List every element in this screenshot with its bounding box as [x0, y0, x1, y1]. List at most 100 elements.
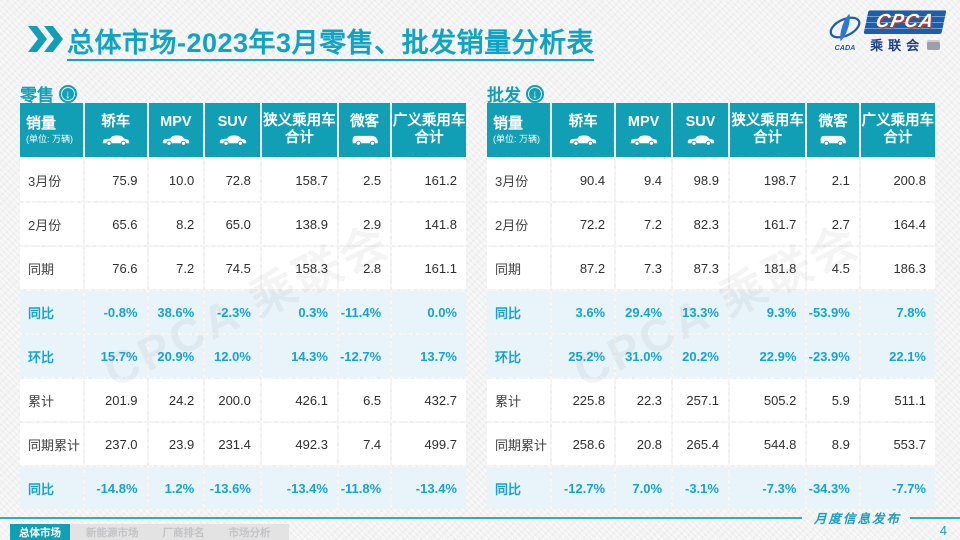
table-row: 同比 -12.7% 7.0% -3.1% -7.3% -34.3% -7.7%: [487, 467, 935, 509]
row-label: 同比: [20, 291, 83, 333]
value-cell: -12.7%: [552, 467, 615, 509]
row-label: 环比: [20, 335, 83, 377]
value-cell: 14.3%: [261, 335, 337, 377]
footer-divider-line: [910, 517, 960, 519]
retail-label: 零售: [20, 86, 54, 105]
value-cell: -23.9%: [807, 335, 859, 377]
table-row: 同期 87.2 7.3 87.3 181.8 4.5 186.3: [487, 247, 935, 289]
table-row: 3月份 75.9 10.0 72.8 158.7 2.5 161.2: [20, 159, 466, 201]
row-label: 累计: [20, 379, 83, 421]
value-cell: 2.8: [338, 247, 391, 289]
retail-table: 销量 (单位: 万辆) 轿车 MPV SUV 狭义乘用车 合计 微客 广义乘用车 合计 3月份 75.…: [18, 101, 468, 511]
value-cell: 7.3: [616, 247, 672, 289]
value-cell: 164.4: [860, 203, 935, 245]
value-cell: 2.9: [338, 203, 391, 245]
value-cell: 161.1: [392, 247, 466, 289]
value-cell: 87.2: [552, 247, 615, 289]
column-header: 狭义乘用车 合计: [729, 103, 806, 157]
column-header: 广义乘用车 合计: [392, 103, 466, 157]
value-cell: 161.7: [729, 203, 806, 245]
value-cell: 87.3: [673, 247, 728, 289]
value-cell: -11.4%: [338, 291, 391, 333]
value-cell: 4.5: [807, 247, 859, 289]
row-label: 2月份: [20, 203, 83, 245]
row-label: 同期: [487, 247, 551, 289]
value-cell: -7.3%: [729, 467, 806, 509]
row-label: 同期累计: [20, 423, 83, 465]
table-row: 2月份 72.2 7.2 82.3 161.7 2.7 164.4: [487, 203, 935, 245]
down-arrow-icon: ↓: [526, 84, 544, 103]
value-cell: 0.3%: [261, 291, 337, 333]
row-label: 累计: [487, 379, 551, 421]
value-cell: 201.9: [84, 379, 147, 421]
row-label: 同期: [20, 247, 83, 289]
value-cell: 181.8: [729, 247, 806, 289]
value-cell: 65.6: [84, 203, 147, 245]
tab-overall-market[interactable]: 总体市场: [10, 524, 70, 540]
column-header: 轿车: [84, 103, 147, 157]
row-label: 3月份: [487, 159, 551, 201]
row-label: 环比: [487, 335, 551, 377]
car-icon: [687, 135, 714, 146]
table-row: 同期累计 237.0 23.9 231.4 492.3 7.4 499.7: [20, 423, 466, 465]
value-cell: 22.9%: [729, 335, 806, 377]
value-cell: -2.3%: [205, 291, 260, 333]
value-cell: 7.2: [616, 203, 672, 245]
value-cell: 505.2: [729, 379, 806, 421]
column-header: MPV: [148, 103, 204, 157]
tab-market-analysis[interactable]: 市场分析: [228, 526, 271, 539]
car-icon: [102, 135, 129, 146]
value-cell: -53.9%: [807, 291, 859, 333]
value-cell: 75.9: [84, 159, 147, 201]
tab-oem-ranking[interactable]: 厂商排名: [162, 526, 205, 539]
value-cell: 7.4: [338, 423, 391, 465]
value-cell: 426.1: [261, 379, 337, 421]
emblem-text: CADA: [835, 43, 856, 52]
value-cell: 20.2%: [673, 335, 728, 377]
value-cell: 90.4: [552, 159, 615, 201]
column-header: 微客: [807, 103, 859, 157]
value-cell: 0.0%: [392, 291, 466, 333]
van-icon: [352, 135, 378, 146]
row-label: 同比: [20, 467, 83, 509]
row-label: 3月份: [20, 159, 83, 201]
column-header: 微客: [338, 103, 391, 157]
cpca-wordmark: CPCA: [863, 10, 947, 34]
double-chevron-icon: [26, 24, 64, 59]
value-cell: 76.6: [84, 247, 147, 289]
value-cell: 257.1: [673, 379, 728, 421]
value-cell: 82.3: [673, 203, 728, 245]
footer-nav-tabs: 总体市场 新能源市场 厂商排名 市场分析: [10, 524, 289, 540]
footer-note: 月度信息发布: [814, 512, 902, 526]
car-icon: [630, 135, 657, 146]
value-cell: -13.4%: [261, 467, 337, 509]
cpca-chinese-name: 乘联会: [870, 35, 941, 54]
value-cell: -12.7%: [338, 335, 391, 377]
car-icon: [569, 135, 597, 146]
value-cell: 2.1: [807, 159, 859, 201]
table-row: 累计 225.8 22.3 257.1 505.2 5.9 511.1: [487, 379, 935, 421]
wholesale-label: 批发: [487, 86, 521, 105]
value-cell: 2.5: [338, 159, 391, 201]
value-cell: 12.0%: [205, 335, 260, 377]
footer-divider-line: [0, 517, 802, 519]
cpca-logo: CADA CPCA 乘联会: [827, 10, 947, 54]
value-cell: 225.8: [552, 379, 615, 421]
value-cell: 7.2: [148, 247, 204, 289]
table-row: 累计 201.9 24.2 200.0 426.1 6.5 432.7: [20, 379, 466, 421]
value-cell: 22.3: [616, 379, 672, 421]
value-cell: 72.2: [552, 203, 615, 245]
value-cell: -0.8%: [84, 291, 147, 333]
down-arrow-icon: ↓: [59, 84, 77, 103]
table-row: 环比 15.7% 20.9% 12.0% 14.3% -12.7% 13.7%: [20, 335, 466, 377]
value-cell: 9.3%: [729, 291, 806, 333]
table-header-row: 销量 (单位: 万辆) 轿车 MPV SUV 狭义乘用车 合计 微客 广义乘用车 合计: [487, 103, 935, 157]
tab-nev-market[interactable]: 新能源市场: [86, 526, 139, 539]
page-title: 总体市场-2023年3月零售、批发销量分析表: [67, 28, 595, 58]
sales-unit-header: 销量 (单位: 万辆): [20, 103, 83, 157]
value-cell: 8.9: [807, 423, 859, 465]
column-header: 狭义乘用车 合计: [261, 103, 337, 157]
value-cell: 2.7: [807, 203, 859, 245]
value-cell: 38.6%: [148, 291, 204, 333]
